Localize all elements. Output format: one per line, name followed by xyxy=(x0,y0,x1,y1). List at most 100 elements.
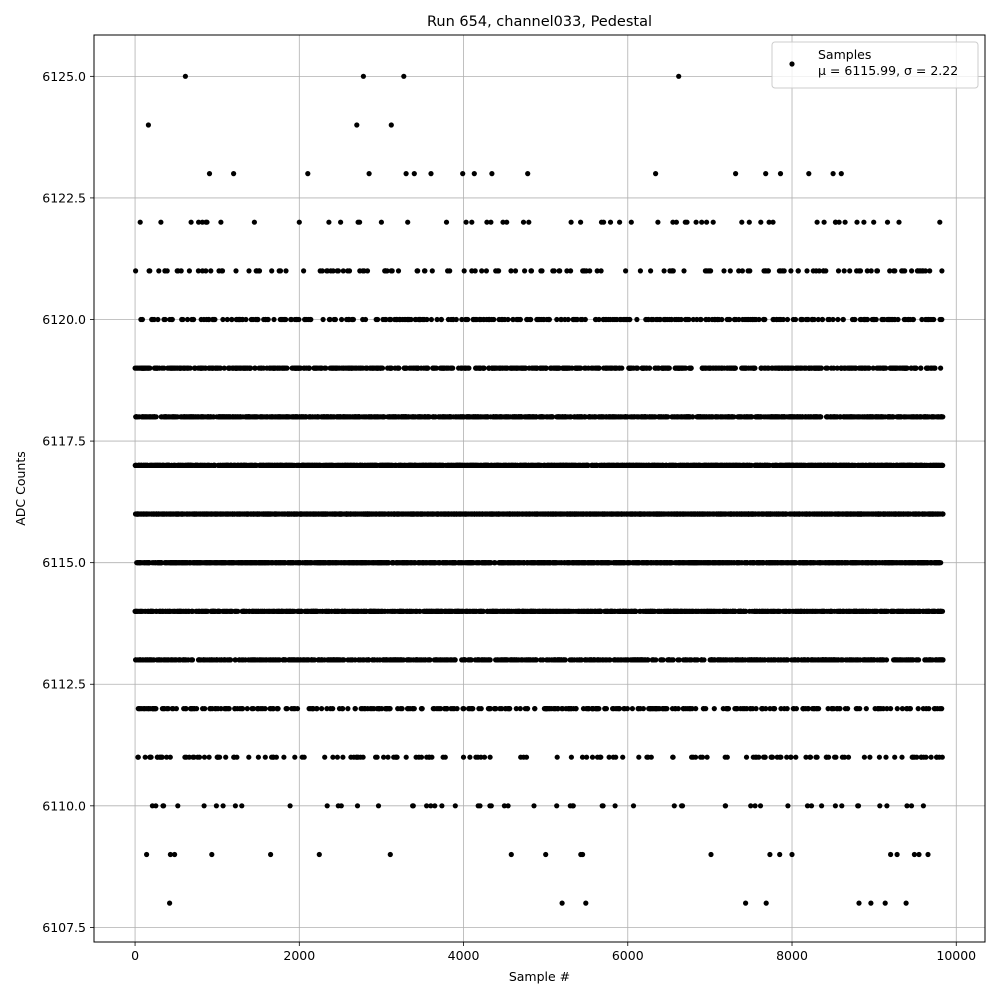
data-point xyxy=(350,316,356,323)
data-point xyxy=(167,754,173,760)
data-point xyxy=(284,365,290,371)
data-point xyxy=(488,219,494,225)
data-point xyxy=(316,851,322,858)
data-point xyxy=(213,803,219,809)
data-point xyxy=(271,316,277,323)
data-point xyxy=(387,851,393,858)
data-point xyxy=(454,706,460,712)
data-point xyxy=(374,754,380,760)
data-point xyxy=(283,316,289,323)
data-point xyxy=(175,803,181,809)
data-point xyxy=(387,706,393,712)
data-point xyxy=(439,803,445,809)
data-point xyxy=(357,219,363,225)
data-point xyxy=(148,754,154,760)
data-point xyxy=(466,365,472,371)
data-point xyxy=(277,268,284,274)
data-point xyxy=(463,219,469,225)
data-point xyxy=(508,851,514,858)
data-point xyxy=(221,365,227,371)
data-point xyxy=(419,706,425,712)
data-point xyxy=(479,268,485,274)
data-point xyxy=(488,803,494,809)
data-point xyxy=(389,268,395,274)
data-point xyxy=(460,754,467,760)
data-point xyxy=(525,706,531,712)
data-point xyxy=(319,706,325,712)
data-point xyxy=(314,706,320,712)
data-point xyxy=(478,706,484,712)
data-point xyxy=(162,316,168,323)
data-point xyxy=(517,706,523,712)
data-point xyxy=(240,706,246,712)
data-point xyxy=(429,268,435,274)
data-point xyxy=(203,268,209,274)
data-point xyxy=(395,268,402,274)
data-point xyxy=(208,268,214,274)
data-point xyxy=(256,268,263,274)
data-point xyxy=(401,73,407,79)
data-point xyxy=(339,316,345,323)
data-point xyxy=(422,268,428,274)
data-point xyxy=(507,706,513,712)
data-point xyxy=(396,365,402,371)
data-point xyxy=(218,219,224,225)
data-point xyxy=(137,219,143,225)
data-point xyxy=(496,268,502,274)
data-point xyxy=(301,754,307,760)
data-point xyxy=(330,754,336,760)
data-point xyxy=(294,706,301,712)
data-point xyxy=(305,171,311,177)
data-point xyxy=(142,754,148,760)
data-point xyxy=(526,219,532,225)
data-point xyxy=(352,706,358,712)
data-point xyxy=(428,316,434,323)
data-point xyxy=(335,268,341,274)
data-point xyxy=(465,316,471,323)
data-point xyxy=(403,754,409,760)
data-point xyxy=(379,365,386,371)
data-point xyxy=(332,316,338,323)
data-point xyxy=(255,316,261,323)
data-point xyxy=(204,219,210,225)
data-point xyxy=(470,706,476,712)
data-point xyxy=(539,268,545,274)
data-point xyxy=(320,316,326,323)
data-point xyxy=(362,316,369,323)
data-point xyxy=(189,657,196,663)
data-point xyxy=(220,316,226,323)
data-point xyxy=(172,851,178,858)
data-point xyxy=(246,268,252,274)
data-point xyxy=(196,219,202,225)
data-point xyxy=(528,268,535,274)
data-point xyxy=(411,706,417,712)
data-point xyxy=(523,754,530,760)
data-point xyxy=(375,316,381,323)
data-point xyxy=(217,365,224,371)
data-point xyxy=(346,268,353,274)
data-point xyxy=(340,706,346,712)
data-point xyxy=(133,268,139,274)
data-point xyxy=(147,365,153,371)
data-point xyxy=(364,268,371,274)
data-point xyxy=(481,365,487,371)
data-point xyxy=(195,268,201,274)
data-point xyxy=(483,268,489,274)
data-point xyxy=(512,268,519,274)
data-point xyxy=(275,706,281,712)
data-point xyxy=(481,754,488,760)
data-point xyxy=(461,268,467,274)
data-point xyxy=(428,171,434,177)
data-point xyxy=(212,316,218,323)
data-point xyxy=(532,706,538,712)
data-point xyxy=(232,803,238,809)
data-point xyxy=(322,754,328,760)
data-point xyxy=(284,706,290,712)
data-point xyxy=(338,803,344,809)
data-point xyxy=(308,316,314,323)
data-point xyxy=(201,754,208,760)
data-point xyxy=(186,754,192,760)
data-point xyxy=(442,754,448,760)
data-point xyxy=(292,754,298,760)
